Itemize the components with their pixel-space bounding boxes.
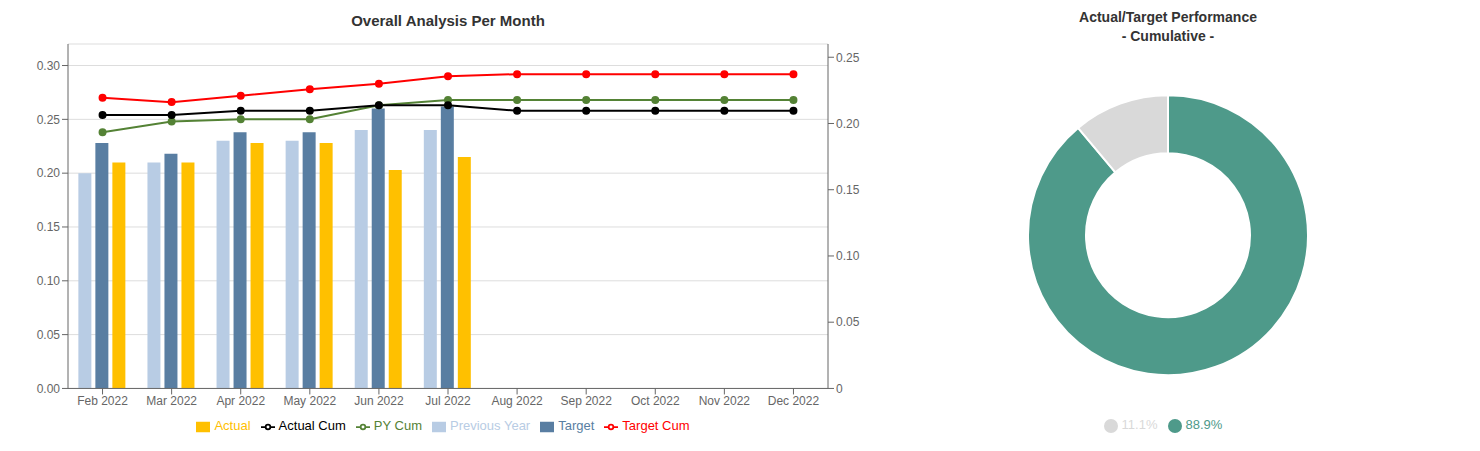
- svg-text:0.25: 0.25: [836, 51, 860, 65]
- svg-text:0.15: 0.15: [37, 220, 61, 234]
- svg-text:0.15: 0.15: [836, 183, 860, 197]
- svg-text:Nov 2022: Nov 2022: [699, 394, 751, 408]
- svg-text:0.00: 0.00: [37, 382, 61, 396]
- svg-text:0.05: 0.05: [37, 328, 61, 342]
- svg-text:Mar 2022: Mar 2022: [146, 394, 197, 408]
- svg-text:0.30: 0.30: [37, 59, 61, 73]
- svg-text:0.10: 0.10: [37, 274, 61, 288]
- html-text:Actual/Target Performance - Cu: Actual/Target Performance - Cumulative -: [1079, 9, 1257, 44]
- html-text:Previous Year: Previous Year: [450, 418, 531, 434]
- svg-text:Feb 2022: Feb 2022: [77, 394, 128, 408]
- html-text:11.1%: 11.1%: [1121, 417, 1158, 433]
- svg-text:Jul 2022: Jul 2022: [425, 394, 471, 408]
- svg-text:Apr 2022: Apr 2022: [216, 394, 265, 408]
- svg-text:Sep 2022: Sep 2022: [560, 394, 612, 408]
- svg-text:Oct 2022: Oct 2022: [631, 394, 680, 408]
- svg-text:0.25: 0.25: [37, 113, 61, 127]
- svg-text:0: 0: [836, 382, 843, 396]
- html-text:88.9%: 88.9%: [1185, 417, 1223, 433]
- svg-text:Jun 2022: Jun 2022: [354, 394, 404, 408]
- html-text:Overall Analysis Per Month: Overall Analysis Per Month: [351, 12, 545, 29]
- html-text:Target: Target: [558, 418, 595, 434]
- svg-text:0.10: 0.10: [836, 249, 860, 263]
- html-text:PY Cum: PY Cum: [373, 418, 422, 434]
- svg-text:0.20: 0.20: [836, 117, 860, 131]
- svg-text:Dec 2022: Dec 2022: [768, 394, 820, 408]
- html-text:Target Cum: Target Cum: [622, 418, 690, 434]
- svg-text:May 2022: May 2022: [283, 394, 336, 408]
- html-text:Actual Cum: Actual Cum: [278, 418, 346, 434]
- svg-text:0.05: 0.05: [836, 315, 860, 329]
- svg-text:0.20: 0.20: [37, 166, 61, 180]
- html-text:Actual: Actual: [214, 418, 251, 434]
- svg-text:Aug 2022: Aug 2022: [491, 394, 543, 408]
